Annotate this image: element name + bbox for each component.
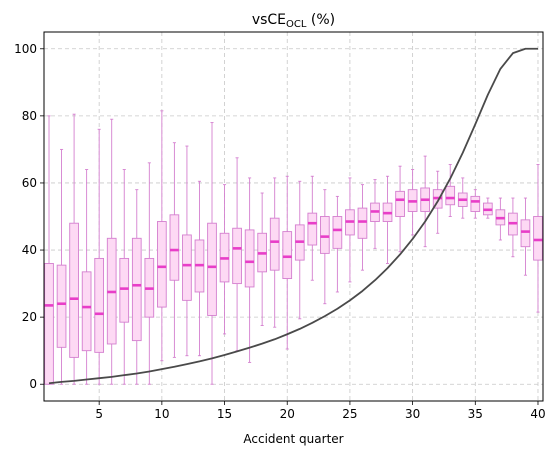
box-15 [219,184,230,335]
chart-title: vsCEOCL (%) [252,12,335,30]
y-tick-label: 80 [22,109,37,123]
box-21 [294,180,305,320]
series-line [48,47,538,385]
x-tick-label: 40 [530,407,545,421]
title-suffix: (%) [306,12,335,28]
box-12 [182,145,192,357]
plot-frame [43,31,544,402]
box-2 [56,148,67,385]
box-26 [357,184,368,271]
x-tick-label: 15 [217,407,232,421]
box-30 [407,169,418,236]
box-body [320,216,330,254]
x-tick-label: 10 [154,407,169,421]
y-ticks: 0 20 40 60 80 100 [14,42,44,391]
line-layer [48,47,538,385]
box-body [307,212,318,246]
box-body [470,195,481,212]
box-body [244,229,255,288]
y-tick-label: 40 [22,243,37,257]
y-tick-label: 100 [14,42,37,56]
box-body [232,227,242,285]
box-20 [282,175,293,350]
box-body [395,190,405,217]
box-body [44,263,54,385]
box-29 [395,165,405,253]
box-body [169,214,180,281]
box-body [520,219,531,248]
box-35 [470,189,481,219]
box-32 [432,170,443,234]
box-body [157,221,167,308]
x-tick-label: 20 [280,407,295,421]
box-8 [131,189,142,385]
box-34 [457,177,468,219]
y-tick-label: 0 [29,377,37,391]
box-22 [307,175,318,281]
box-38 [508,197,518,258]
box-11 [169,142,180,358]
box-25 [345,177,355,283]
box-39 [520,197,531,276]
box-9 [144,162,155,385]
box-36 [482,197,493,219]
box-plots [44,110,543,385]
box-17 [244,177,255,363]
box-7 [119,169,130,385]
box-body [182,234,192,301]
box-14 [207,122,217,385]
x-tick-label: 30 [405,407,420,421]
x-tick-label: 5 [95,407,103,421]
box-body [207,222,217,316]
box-body [445,185,456,206]
box-40 [533,164,543,313]
box-body [131,237,142,342]
title-main: vsCE [252,12,286,28]
box-body [269,217,280,271]
x-tick-label: 25 [342,407,357,421]
box-23 [320,189,330,305]
box-body [94,257,105,353]
box-body [357,207,368,239]
box-body [533,216,543,261]
box-24 [332,195,343,293]
box-27 [370,179,380,249]
box-19 [269,177,280,328]
x-tick-label: 35 [468,407,483,421]
box-28 [382,175,393,264]
box-1 [44,115,54,385]
box-body [56,264,67,348]
box-body [119,257,130,323]
box-16 [232,157,242,352]
box-13 [194,180,205,357]
box-body [282,231,293,280]
box-body [69,222,79,358]
x-ticks: 5 10 15 20 25 30 35 40 [95,401,546,421]
title-subscript: OCL [286,19,307,30]
y-tick-label: 20 [22,310,37,324]
box-31 [420,155,430,248]
box-33 [445,164,456,217]
box-3 [69,113,79,385]
box-37 [495,197,506,241]
y-tick-label: 60 [22,176,37,190]
x-axis-label: Accident quarter [243,432,343,446]
box-10 [157,110,167,362]
box-body [332,216,343,249]
box-18 [257,192,267,326]
box-body [81,271,92,352]
